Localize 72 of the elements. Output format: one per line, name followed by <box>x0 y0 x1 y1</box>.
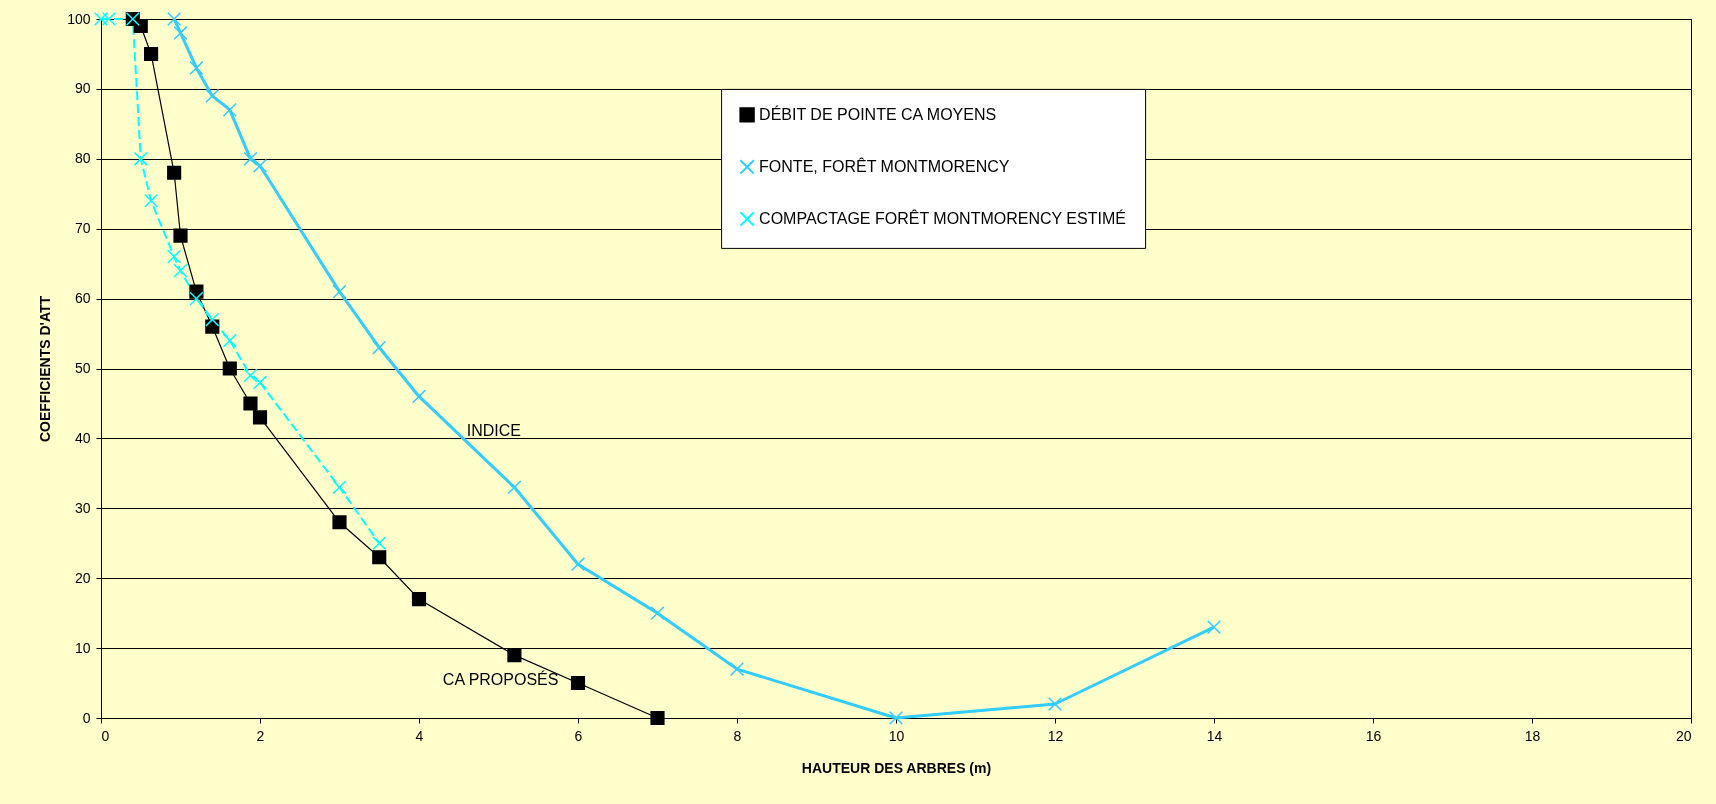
point <box>411 592 427 607</box>
point <box>167 11 182 27</box>
point <box>243 396 258 411</box>
y-tick-label: 90 <box>74 80 91 97</box>
point <box>101 11 117 27</box>
point <box>189 291 204 306</box>
legend-label: DÉBIT DE POINTE CA MOYENS <box>759 104 997 123</box>
point <box>650 606 665 621</box>
y-tick-label: 100 <box>67 10 91 27</box>
x-tick-label: 6 <box>574 727 583 744</box>
point <box>133 18 148 34</box>
x-tick-label: 16 <box>1365 727 1382 744</box>
annotation: CA PROPOSÉS <box>442 669 559 688</box>
y-tick-label: 30 <box>74 499 91 516</box>
y-tick-label: 10 <box>74 639 91 656</box>
y-tick-label: 0 <box>82 709 91 726</box>
point <box>332 284 347 299</box>
point <box>372 340 387 355</box>
y-tick-label: 50 <box>74 360 91 376</box>
annotation: INDICE <box>466 422 521 440</box>
point <box>729 662 745 677</box>
point <box>1047 696 1063 712</box>
point <box>222 102 237 117</box>
point <box>173 25 188 41</box>
x-tick-label: 10 <box>888 727 905 744</box>
point <box>173 263 188 278</box>
point <box>144 193 159 208</box>
x-axis-title: HAUTEUR DES ARBRES (m) <box>801 759 992 776</box>
point <box>243 368 258 383</box>
point <box>205 88 220 103</box>
x-tick-label: 14 <box>1206 727 1223 744</box>
point <box>167 165 182 180</box>
point <box>507 648 522 663</box>
point <box>411 389 427 404</box>
y-tick-label: 80 <box>74 150 91 167</box>
x-tick-label: 0 <box>101 727 110 744</box>
point <box>570 557 586 572</box>
y-axis-title: COEFFICIENTS D'ATT <box>37 295 54 443</box>
point <box>252 410 268 425</box>
point <box>243 151 258 166</box>
y-tick-label: 20 <box>74 569 91 586</box>
y-tick-label: 70 <box>74 220 91 237</box>
x-tick-label: 8 <box>733 727 742 744</box>
point <box>507 480 522 495</box>
point <box>888 710 904 726</box>
point <box>167 249 182 264</box>
x-tick-label: 20 <box>1675 727 1692 744</box>
y-tick-label: 40 <box>74 429 91 446</box>
point <box>372 536 387 551</box>
point <box>372 550 387 565</box>
point <box>570 675 586 691</box>
point <box>252 375 268 390</box>
point <box>252 158 268 173</box>
point <box>222 333 237 348</box>
x-tick-label: 12 <box>1047 727 1064 744</box>
x-tick-label: 18 <box>1524 727 1541 744</box>
x-tick-label: 4 <box>415 727 424 744</box>
point <box>189 60 204 76</box>
point <box>332 480 347 495</box>
point <box>650 710 665 726</box>
x-tick-label: 2 <box>256 727 265 744</box>
point <box>332 515 347 530</box>
legend-label: COMPACTAGE FORÊT MONTMORENCY ESTIMÉ <box>759 208 1126 227</box>
y-tick-label: 60 <box>74 290 91 307</box>
legend-label: FONTE, FORÊT MONTMORENCY <box>759 156 1010 175</box>
point <box>222 361 237 376</box>
point <box>144 46 159 62</box>
point <box>93 11 109 27</box>
point <box>1206 620 1222 635</box>
point <box>133 151 148 166</box>
point <box>173 228 188 243</box>
point <box>205 312 220 327</box>
